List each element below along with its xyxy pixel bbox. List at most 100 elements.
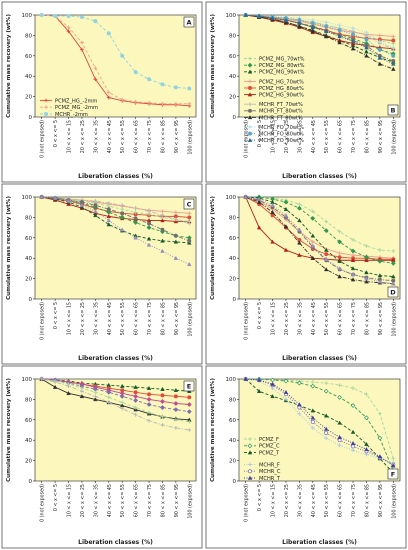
series-line <box>245 196 394 285</box>
data-point <box>79 202 85 207</box>
data-point <box>106 400 111 405</box>
legend-b: PCMZ_MG_70wt%PCMZ_MG_80wt%PCMZ_MG_90wt% P… <box>244 56 305 144</box>
legend-marker <box>247 443 253 449</box>
legend-marker <box>248 125 252 129</box>
data-point <box>323 267 329 272</box>
data-point <box>350 440 356 445</box>
data-point <box>283 247 289 252</box>
x-tick-label: 30 < x <= 35 <box>93 120 99 153</box>
data-point <box>377 279 383 284</box>
data-point <box>173 255 179 260</box>
y-tick-label: 80 <box>229 33 236 39</box>
data-point <box>187 211 192 216</box>
data-point <box>270 202 275 207</box>
legend-marker <box>248 79 252 84</box>
y-tick-label: 20 <box>25 277 32 283</box>
data-point <box>351 237 355 242</box>
data-point <box>187 215 192 220</box>
x-tick-label: 60 < x <= 65 <box>338 302 344 335</box>
data-point <box>243 194 248 199</box>
data-point <box>120 400 125 405</box>
data-point <box>106 31 111 36</box>
data-point <box>324 24 329 29</box>
data-point <box>377 435 383 441</box>
data-point <box>147 221 151 226</box>
series-line <box>41 14 190 105</box>
data-point <box>337 239 343 245</box>
data-point <box>337 434 342 439</box>
data-point <box>106 222 112 227</box>
data-point <box>283 378 289 384</box>
x-axis-title: Liberation classes (%) <box>282 355 357 362</box>
panel-label-box <box>183 198 195 210</box>
data-point <box>160 209 165 214</box>
y-tick-label: 60 <box>229 236 236 242</box>
data-point <box>297 23 302 28</box>
data-point <box>173 394 178 399</box>
data-point <box>283 213 289 218</box>
x-tick-label: 100 (exposed) <box>391 484 397 519</box>
data-point <box>39 377 44 381</box>
y-tick-label: 40 <box>25 74 32 80</box>
data-point <box>133 206 138 211</box>
data-point <box>377 454 383 459</box>
data-point <box>297 405 302 410</box>
panel-c: 0 20 40 60 80 100 0 (not exposed) 0 < x <= 5 10 … <box>1 183 203 365</box>
data-point <box>337 40 342 45</box>
data-point <box>324 431 329 436</box>
series-line <box>245 196 394 278</box>
data-point <box>377 258 383 264</box>
x-tick-label: 40 < x <= 45 <box>311 484 317 517</box>
x-tick-label: 50 < x <= 55 <box>324 120 330 153</box>
data-point <box>106 395 111 400</box>
legend-label: PCMZ_HG_90wt% <box>259 93 304 99</box>
data-point <box>283 17 289 22</box>
panel-a: 0 20 40 60 80 100 0 (not exposed) 0 < x <= 5 10 … <box>1 1 203 183</box>
data-point <box>337 266 342 271</box>
data-point <box>391 463 396 468</box>
legend-marker <box>247 115 253 120</box>
data-point <box>133 390 138 395</box>
data-point <box>391 45 396 50</box>
y-tick-label: 40 <box>229 74 236 80</box>
y-tick-label: 0 <box>29 115 33 121</box>
legend-marker <box>44 112 48 116</box>
data-point <box>187 101 192 106</box>
data-point <box>147 209 151 214</box>
data-point <box>310 415 316 420</box>
x-tick-label: 20 < x <= 25 <box>80 120 86 153</box>
legend-marker <box>248 56 252 61</box>
data-point <box>351 386 355 391</box>
series-line <box>245 378 394 474</box>
data-point <box>133 405 138 410</box>
data-point <box>173 210 178 215</box>
panel-f: 0 20 40 60 80 100 0 (not exposed) 0 < x <= 5 10 … <box>205 365 407 549</box>
y-tick-label: 60 <box>25 236 32 242</box>
x-tick-label: 0 (not exposed) <box>244 120 250 158</box>
data-point <box>337 394 343 400</box>
data-point <box>147 100 151 105</box>
x-tick-label: 0 < x <= 5 <box>257 302 263 329</box>
y-tick-label: 20 <box>25 95 32 101</box>
legend-label: PCMZ_HG_70wt% <box>259 79 304 85</box>
data-point <box>377 55 383 60</box>
plot-area-a <box>34 14 197 118</box>
data-point <box>93 19 98 24</box>
data-point <box>323 388 329 394</box>
y-tick-label: 80 <box>25 33 32 39</box>
data-point <box>270 213 275 218</box>
data-point <box>351 448 355 453</box>
x-tick-label: 70 < x <= 75 <box>147 120 153 153</box>
series-line <box>41 196 190 222</box>
data-point <box>66 384 71 389</box>
series-line <box>41 378 190 413</box>
y-tick-label: 100 <box>22 377 33 383</box>
data-point <box>146 242 152 247</box>
data-point <box>186 409 192 415</box>
series-line <box>245 378 394 464</box>
series-line <box>41 196 190 242</box>
panel-label: E <box>187 383 191 391</box>
data-point <box>66 14 71 18</box>
data-point <box>350 272 356 277</box>
